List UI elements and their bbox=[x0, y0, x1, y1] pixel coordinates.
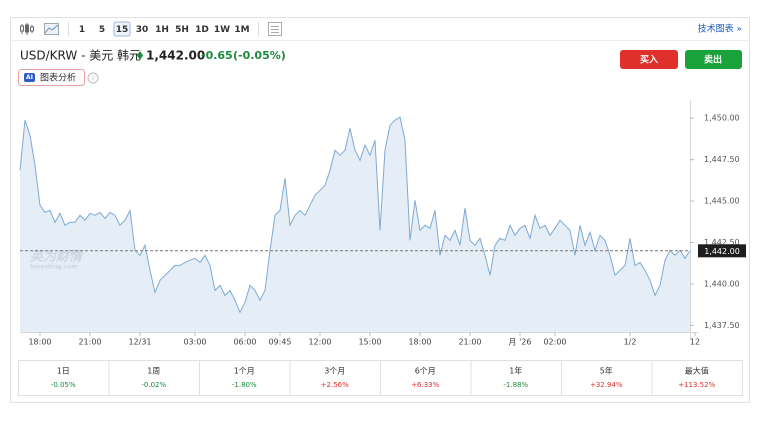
performance-change: -1.80% bbox=[232, 381, 257, 389]
technical-chart-link[interactable]: 技术图表 » bbox=[698, 23, 742, 35]
interval-button[interactable]: 1M bbox=[234, 25, 249, 35]
performance-period: 1年 bbox=[509, 366, 522, 376]
performance-cell[interactable] bbox=[289, 360, 381, 396]
performance-change: +2.56% bbox=[321, 381, 349, 389]
y-tick-label: 1,445.00 bbox=[704, 197, 740, 206]
performance-cell[interactable] bbox=[380, 360, 472, 396]
performance-cell[interactable] bbox=[108, 360, 200, 396]
interval-button[interactable]: 1D bbox=[195, 25, 209, 35]
interval-button[interactable]: 5H bbox=[175, 25, 189, 35]
x-tick-label: 03:00 bbox=[183, 338, 206, 347]
interval-button[interactable]: 1 bbox=[79, 25, 85, 35]
performance-cell[interactable] bbox=[470, 360, 562, 396]
x-tick-label: 18:00 bbox=[408, 338, 431, 347]
ai-badge-bg bbox=[24, 73, 35, 82]
candle-icon[interactable] bbox=[20, 23, 34, 35]
interval-button[interactable]: 30 bbox=[136, 25, 149, 35]
x-tick-label: 02:00 bbox=[543, 338, 566, 347]
y-tick-label: 1,440.00 bbox=[704, 279, 740, 288]
performance-cell[interactable] bbox=[199, 360, 291, 396]
x-tick-label: 月 '26 bbox=[509, 338, 532, 347]
sell-button[interactable] bbox=[685, 50, 742, 69]
buy-button[interactable] bbox=[620, 50, 678, 69]
x-tick-label: 15:00 bbox=[358, 338, 381, 347]
x-tick-label: 09:45 bbox=[268, 338, 291, 347]
y-tick-label: 1,447.50 bbox=[704, 155, 740, 164]
x-tick-label: 18:00 bbox=[28, 338, 51, 347]
x-tick-label: 06:00 bbox=[233, 338, 256, 347]
performance-cell[interactable] bbox=[651, 360, 743, 396]
performance-period: 1日 bbox=[57, 367, 70, 376]
interval-button[interactable]: 1W bbox=[214, 25, 230, 35]
performance-table: 1日 -0.05% 1周 -0.02% 1个月 -1.80% 3个月 +2.56% 6个月 +6.… bbox=[18, 360, 743, 396]
interval-selected bbox=[113, 21, 131, 37]
info-icon[interactable] bbox=[87, 72, 99, 84]
current-price-tag bbox=[698, 244, 746, 258]
y-tick-label: 1,437.50 bbox=[704, 321, 740, 330]
x-tick-label: 12 bbox=[690, 338, 700, 347]
performance-period: 3个月 bbox=[324, 367, 345, 376]
performance-change: -0.02% bbox=[141, 381, 166, 389]
pair-name: USD/KRW - 美元 韩元 bbox=[20, 48, 141, 63]
performance-change: -0.05% bbox=[51, 381, 76, 389]
performance-change: +113.52% bbox=[678, 381, 715, 389]
sell-label[interactable]: 卖出 bbox=[704, 54, 722, 66]
area-icon[interactable] bbox=[44, 23, 59, 35]
buy-label[interactable]: 买入 bbox=[640, 55, 658, 66]
ai-label[interactable]: 图表分析 bbox=[40, 72, 76, 84]
info-icon-glyph: i bbox=[92, 75, 94, 83]
interval-button[interactable]: 1H bbox=[155, 25, 169, 35]
performance-change: +6.33% bbox=[411, 381, 439, 389]
performance-period: 最大值 bbox=[685, 366, 709, 376]
performance-period: 1周 bbox=[147, 367, 160, 376]
current-price-label: 1,442.00 bbox=[704, 247, 740, 256]
price-direction bbox=[137, 51, 143, 60]
performance-period: 1个月 bbox=[234, 367, 255, 376]
price-line bbox=[19, 116, 691, 314]
price-change: -0.65 bbox=[201, 49, 233, 62]
y-tick-label: 1,442.50 bbox=[704, 238, 740, 247]
x-tick-label: 21:00 bbox=[78, 338, 101, 347]
interval-button[interactable]: 15 bbox=[116, 25, 129, 35]
x-tick-label: 12/31 bbox=[128, 338, 151, 347]
interval-button[interactable]: 5 bbox=[99, 25, 105, 35]
x-tick-label: 12:00 bbox=[308, 338, 331, 347]
price: 1,442.00 bbox=[146, 49, 205, 63]
ai-badge: AI bbox=[26, 74, 33, 81]
x-tick-label: 1/2 bbox=[624, 338, 637, 347]
x-tick-label: 21:00 bbox=[458, 338, 481, 347]
performance-period: 6个月 bbox=[415, 367, 436, 376]
settings-icon[interactable] bbox=[268, 22, 282, 36]
performance-cell[interactable] bbox=[18, 360, 110, 396]
y-tick-label: 1,450.00 bbox=[704, 114, 740, 123]
ai-button[interactable] bbox=[18, 69, 85, 86]
performance-period: 5年 bbox=[600, 366, 613, 376]
performance-change: -1.88% bbox=[503, 381, 528, 389]
price-change-pct: (-0.05%) bbox=[233, 49, 286, 62]
plot: 1,450.00 1,447.50 1,445.00 1,442.50 1,440.00… bbox=[19, 100, 746, 347]
performance-change: +32.94% bbox=[590, 381, 623, 389]
area-fill bbox=[20, 117, 690, 332]
